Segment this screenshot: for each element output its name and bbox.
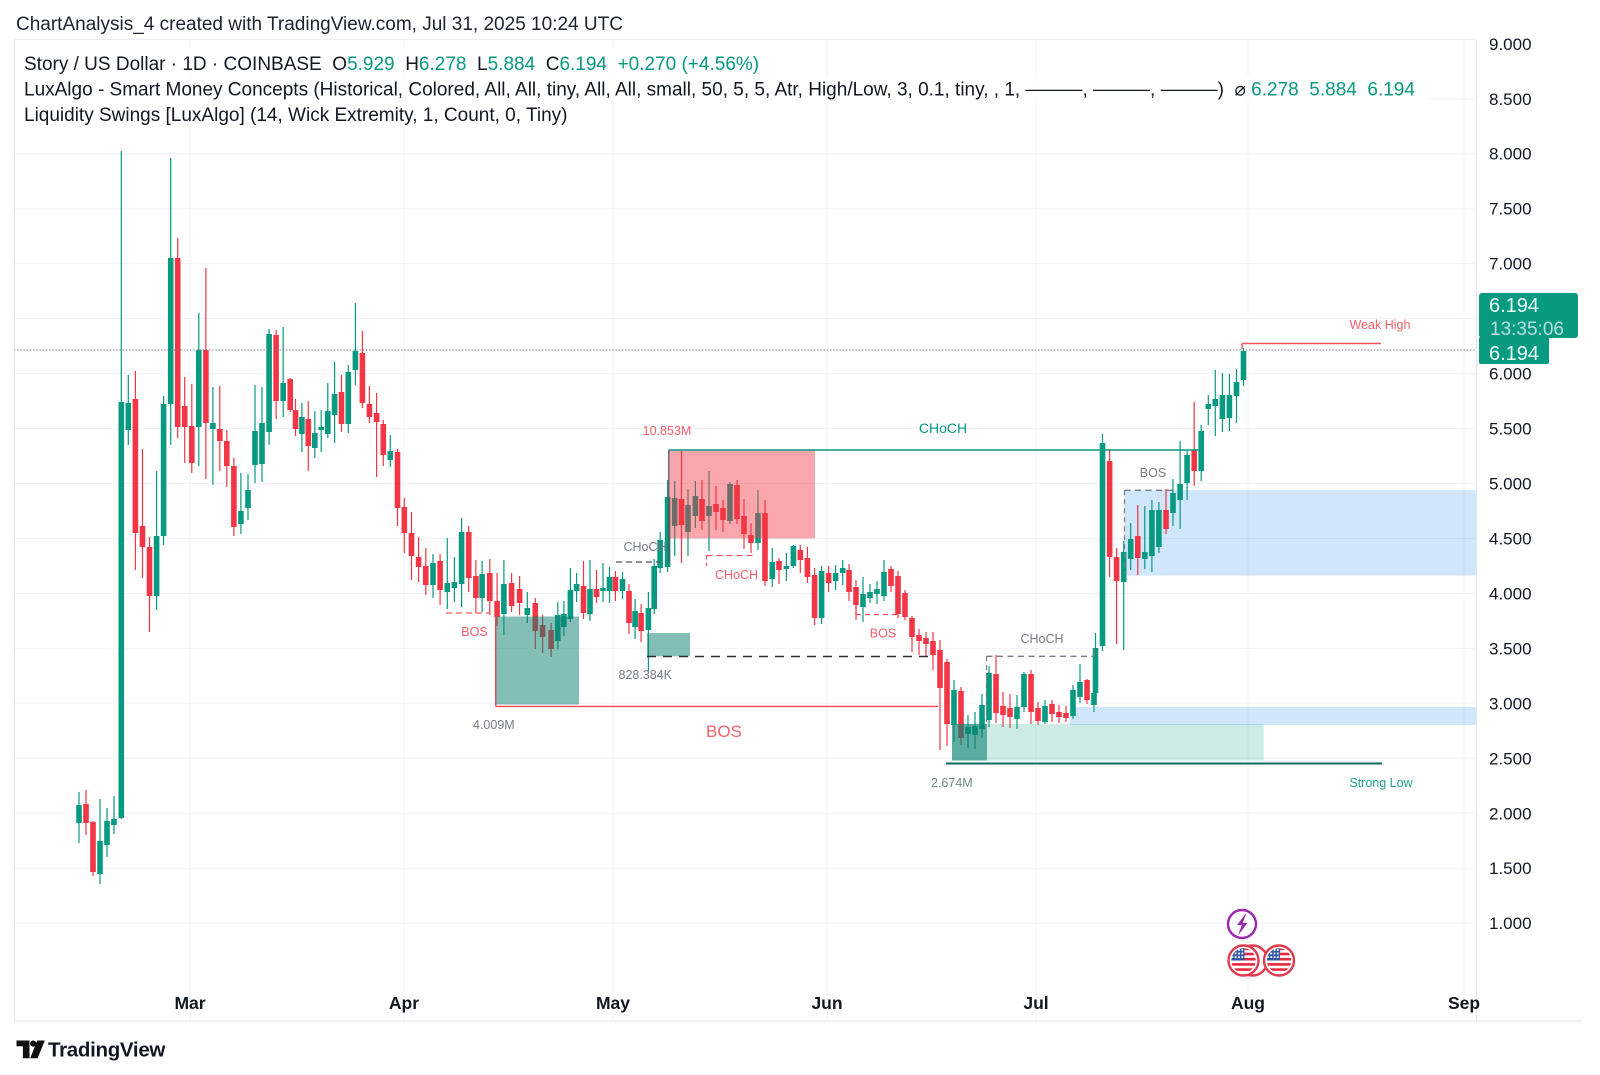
svg-text:BOS: BOS bbox=[461, 625, 487, 639]
svg-text:1.500: 1.500 bbox=[1489, 859, 1532, 878]
svg-text:LuxAlgo - Smart Money Concepts: LuxAlgo - Smart Money Concepts (Historic… bbox=[24, 80, 1415, 101]
svg-text:CHoCH: CHoCH bbox=[1020, 632, 1063, 646]
svg-text:Apr: Apr bbox=[389, 993, 419, 1013]
svg-text:7.000: 7.000 bbox=[1489, 255, 1532, 274]
svg-text:4.009M: 4.009M bbox=[473, 718, 515, 732]
svg-text:2.000: 2.000 bbox=[1489, 804, 1532, 823]
svg-text:6.194: 6.194 bbox=[1489, 343, 1539, 365]
svg-text:3.500: 3.500 bbox=[1489, 639, 1532, 658]
svg-text:13:35:06: 13:35:06 bbox=[1490, 319, 1564, 340]
svg-text:BOS: BOS bbox=[706, 722, 742, 741]
svg-text:2.500: 2.500 bbox=[1489, 749, 1532, 768]
svg-text:BOS: BOS bbox=[1140, 466, 1166, 480]
svg-text:CHoCH: CHoCH bbox=[715, 568, 758, 582]
svg-text:828.384K: 828.384K bbox=[619, 668, 673, 682]
svg-text:8.000: 8.000 bbox=[1489, 145, 1532, 164]
svg-text:Mar: Mar bbox=[174, 993, 205, 1013]
svg-text:7.500: 7.500 bbox=[1489, 200, 1532, 219]
svg-text:CHoCH: CHoCH bbox=[919, 420, 967, 436]
svg-text:6.194: 6.194 bbox=[1489, 295, 1539, 317]
svg-text:6.000: 6.000 bbox=[1489, 365, 1532, 384]
svg-text:TradingView: TradingView bbox=[48, 1039, 165, 1062]
svg-text:Sep: Sep bbox=[1448, 993, 1480, 1013]
svg-text:8.500: 8.500 bbox=[1489, 90, 1532, 109]
svg-text:4.000: 4.000 bbox=[1489, 584, 1532, 603]
svg-text:5.500: 5.500 bbox=[1489, 420, 1532, 439]
svg-text:ChartAnalysis_4 created with T: ChartAnalysis_4 created with TradingView… bbox=[16, 14, 623, 35]
svg-text:10.853M: 10.853M bbox=[643, 424, 692, 438]
svg-text:Liquidity Swings [LuxAlgo] (14: Liquidity Swings [LuxAlgo] (14, Wick Ext… bbox=[24, 105, 567, 126]
svg-text:Jul: Jul bbox=[1023, 993, 1048, 1013]
svg-text:Story / US Dollar · 1D · COINB: Story / US Dollar · 1D · COINBASE O5.929… bbox=[24, 54, 759, 75]
svg-text:Aug: Aug bbox=[1231, 993, 1265, 1013]
svg-text:BOS: BOS bbox=[870, 627, 896, 641]
svg-text:May: May bbox=[596, 993, 630, 1013]
svg-text:Weak High: Weak High bbox=[1350, 318, 1411, 332]
svg-text:4.500: 4.500 bbox=[1489, 530, 1532, 549]
svg-text:1.000: 1.000 bbox=[1489, 914, 1532, 933]
svg-text:Jun: Jun bbox=[811, 993, 842, 1013]
svg-text:5.000: 5.000 bbox=[1489, 475, 1532, 494]
svg-text:Strong Low: Strong Low bbox=[1349, 776, 1413, 790]
svg-text:3.000: 3.000 bbox=[1489, 694, 1532, 713]
svg-text:9.000: 9.000 bbox=[1489, 35, 1532, 54]
svg-text:2.674M: 2.674M bbox=[931, 776, 973, 790]
svg-text:CHoCH: CHoCH bbox=[623, 540, 666, 554]
